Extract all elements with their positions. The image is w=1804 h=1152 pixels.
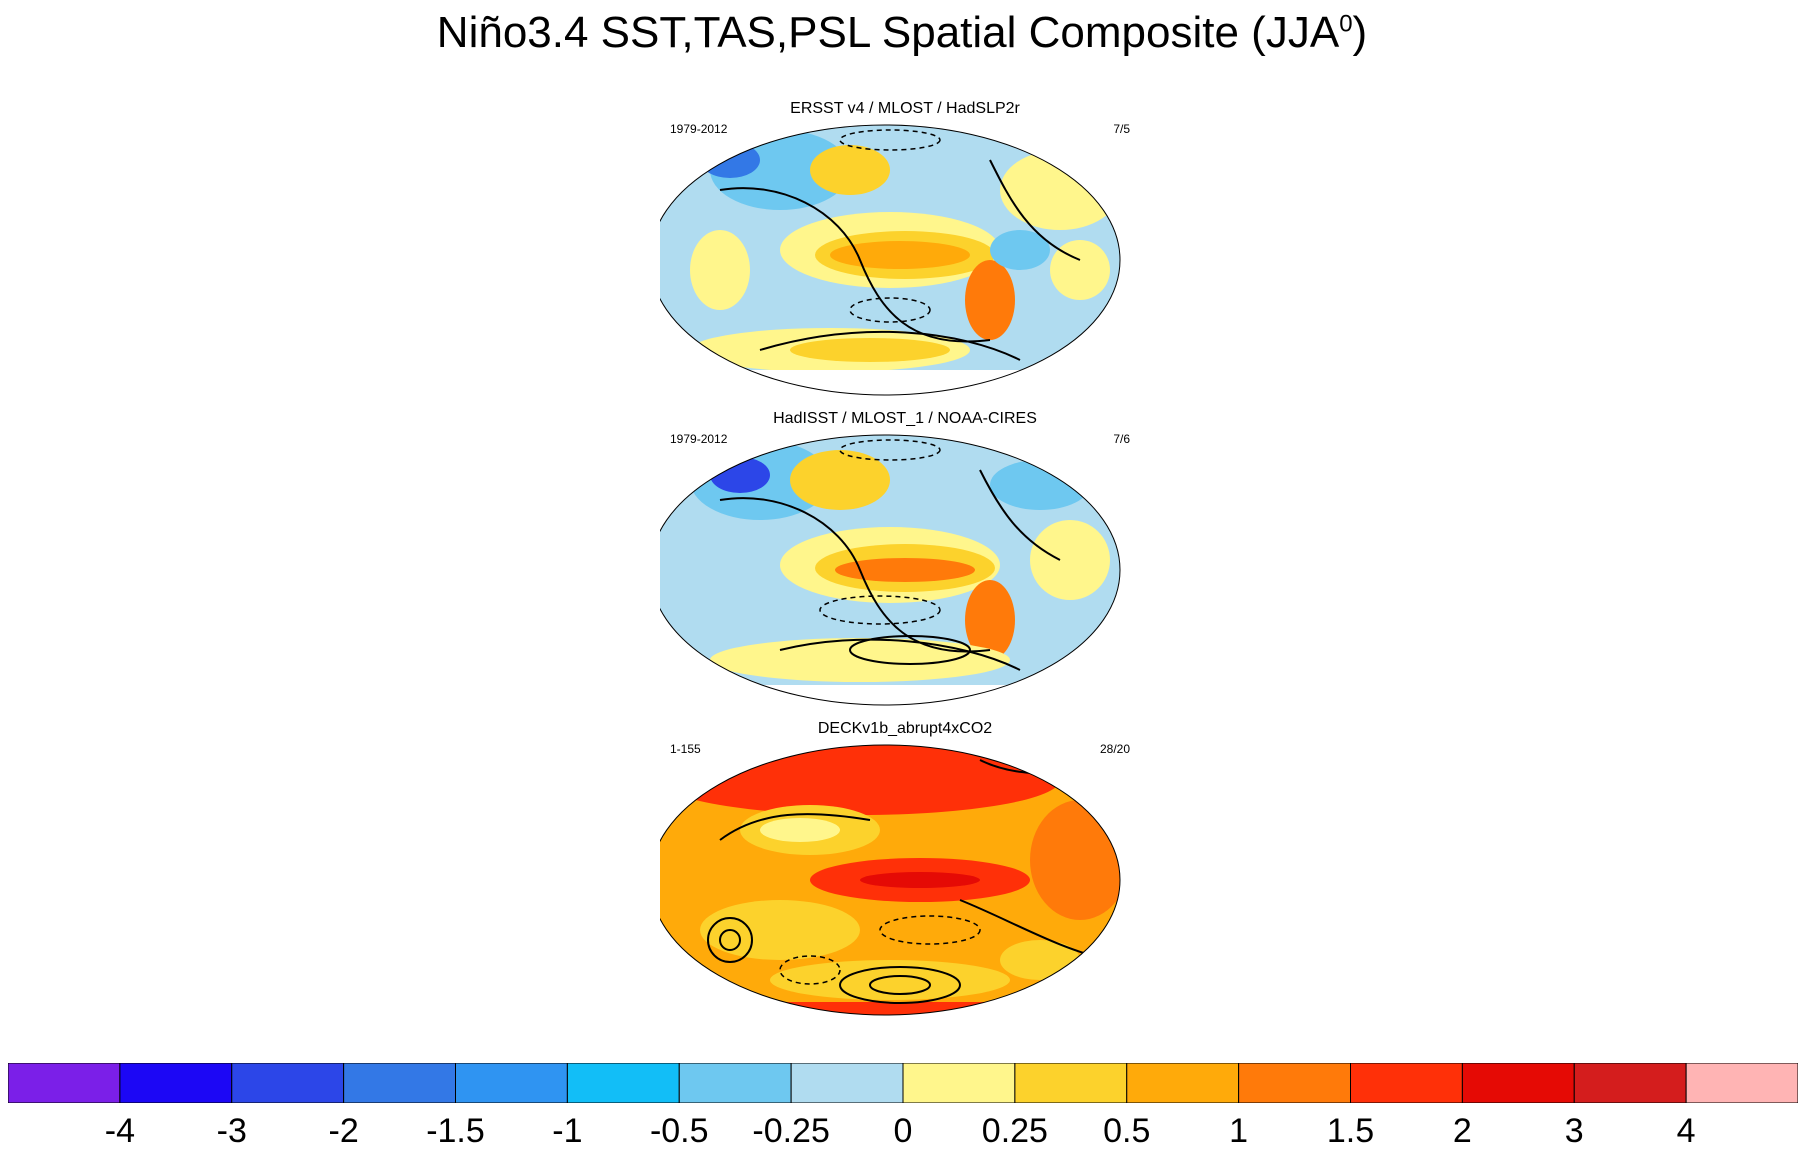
panel-count: 7/5 [1113,122,1130,136]
colorbar-swatch [790,1063,904,1103]
colorbar-tick-label: 1.5 [1326,1112,1375,1150]
panel-title: HadISST / MLOST_1 / NOAA-CIRES [773,410,1037,427]
colorbar-swatch [1573,1063,1687,1103]
colorbar-swatch [231,1063,345,1103]
map-ersst [660,124,1121,396]
colorbar-tick-label: 4 [1676,1112,1696,1150]
colorbar-swatch [8,1063,121,1103]
colorbar-tick-label: 0.25 [981,1112,1048,1150]
colorbar-swatch [455,1063,568,1103]
colorbar-swatch [1014,1063,1128,1103]
figure-title: Niño3.4 SST,TAS,PSL Spatial Composite (J… [436,8,1368,57]
colorbar-swatch [1238,1063,1352,1103]
colorbar-tick-label: 3 [1564,1112,1584,1150]
panel-count: 28/20 [1099,742,1130,756]
colorbar [8,1063,1798,1103]
colorbar-tick-label: 0.5 [1103,1112,1151,1150]
panel-deck: DECKv1b_abrupt4xCO2 1-155 28/20 [660,720,1150,1030]
colorbar-swatch [902,1063,1016,1103]
colorbar-swatch [119,1063,233,1103]
panel-title: ERSST v4 / MLOST / HadSLP2r [790,100,1020,117]
colorbar-swatch [1350,1063,1463,1103]
colorbar-swatch [1126,1063,1240,1103]
colorbar-ticks: -4 -3 -2 -1.5 -1 -0.5 -0.25 0 0.25 0.5 1 1.5 2 3 4 [0,1112,1804,1152]
map-deck [660,744,1121,1016]
colorbar-tick-label: 0 [893,1112,913,1150]
colorbar-tick-label: -1 [552,1112,583,1150]
panel-period: 1-155 [670,742,701,756]
colorbar-tick-label: -3 [216,1112,247,1150]
panel-period: 1979-2012 [670,122,728,136]
panel-hadisst: HadISST / MLOST_1 / NOAA-CIRES 1979-2012… [660,410,1150,710]
colorbar-tick-label: -0.25 [752,1112,830,1150]
colorbar-swatch [1685,1063,1798,1103]
map-hadisst [660,434,1121,706]
colorbar-tick-label: -4 [104,1112,135,1150]
colorbar-tick-label: -0.5 [649,1112,709,1150]
panel-period: 1979-2012 [670,432,728,446]
colorbar-swatch [1461,1063,1575,1103]
colorbar-swatch [343,1063,457,1103]
colorbar-swatch [678,1063,792,1103]
panel-ersst: ERSST v4 / MLOST / HadSLP2r 1979-2012 7/… [660,100,1150,400]
panel-count: 7/6 [1113,432,1130,446]
colorbar-swatch [566,1063,680,1103]
colorbar-tick-label: 2 [1452,1112,1472,1150]
colorbar-tick-label: 1 [1229,1112,1249,1150]
panel-title: DECKv1b_abrupt4xCO2 [817,720,993,737]
colorbar-tick-label: -2 [328,1112,359,1150]
colorbar-tick-label: -1.5 [426,1112,485,1150]
